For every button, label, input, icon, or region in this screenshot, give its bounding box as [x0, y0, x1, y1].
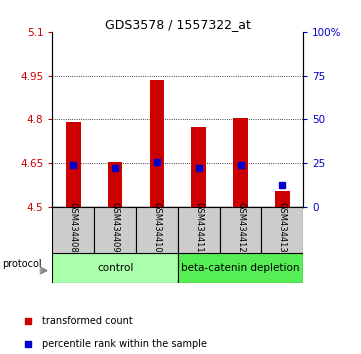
- Bar: [149, 80, 164, 207]
- Text: beta-catenin depletion: beta-catenin depletion: [181, 263, 300, 273]
- Text: GSM434412: GSM434412: [236, 202, 245, 253]
- Text: control: control: [97, 263, 133, 273]
- Bar: [275, 191, 290, 207]
- Bar: [94, 207, 136, 253]
- Text: GSM434413: GSM434413: [278, 202, 287, 253]
- Bar: [261, 207, 303, 253]
- Text: GSM434410: GSM434410: [152, 202, 161, 253]
- Text: GSM434411: GSM434411: [194, 202, 203, 253]
- Text: GSM434409: GSM434409: [110, 202, 119, 253]
- Text: transformed count: transformed count: [42, 316, 132, 326]
- Bar: [136, 207, 178, 253]
- Bar: [108, 162, 122, 207]
- Bar: [52, 207, 94, 253]
- Bar: [178, 207, 219, 253]
- Bar: [233, 118, 248, 207]
- Bar: [66, 122, 81, 207]
- Bar: [219, 207, 261, 253]
- Text: GSM434408: GSM434408: [69, 202, 78, 253]
- Title: GDS3578 / 1557322_at: GDS3578 / 1557322_at: [105, 18, 251, 31]
- Text: protocol: protocol: [3, 259, 42, 269]
- Bar: [178, 253, 303, 283]
- Bar: [191, 127, 206, 207]
- Bar: [52, 253, 178, 283]
- Text: percentile rank within the sample: percentile rank within the sample: [42, 339, 207, 349]
